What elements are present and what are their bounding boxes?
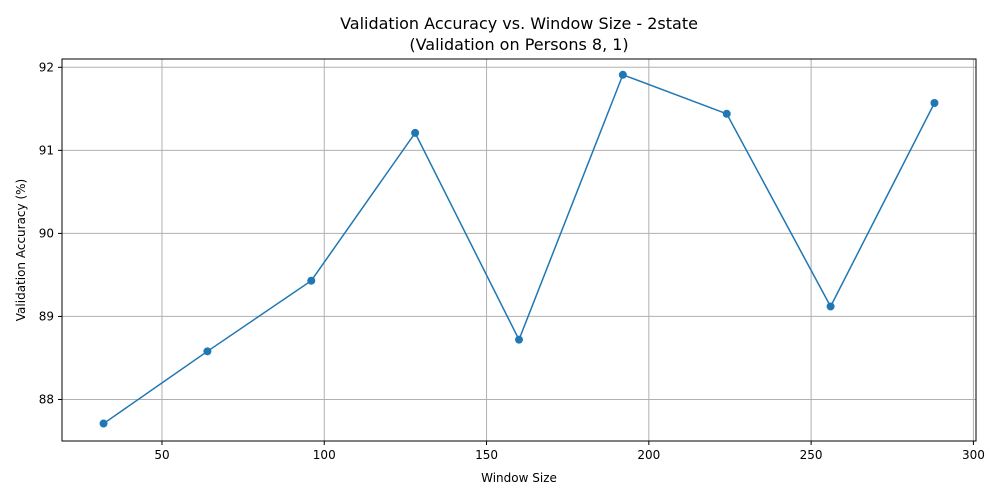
x-tick-label: 300 — [962, 448, 985, 462]
data-point — [826, 302, 835, 311]
chart-subtitle: (Validation on Persons 8, 1) — [409, 35, 628, 54]
x-tick-label: 150 — [475, 448, 498, 462]
data-point — [307, 276, 316, 285]
x-tick-label: 100 — [313, 448, 336, 462]
series-line — [103, 73, 936, 425]
data-point — [411, 128, 420, 137]
y-tick-label: 91 — [39, 143, 54, 157]
data-point — [203, 347, 212, 356]
chart-title: Validation Accuracy vs. Window Size - 2s… — [340, 14, 698, 33]
data-point — [515, 335, 523, 344]
ticks-layer: 50 100 150 200 250 300 88 89 90 91 92 — [39, 60, 985, 462]
grid-layer — [62, 59, 976, 441]
y-tick-label: 90 — [39, 226, 54, 240]
x-tick-label: 250 — [800, 448, 823, 462]
x-tick-label: 200 — [637, 448, 660, 462]
data-point — [930, 99, 939, 108]
y-axis-label: Validation Accuracy (%) — [14, 179, 28, 321]
series-layer — [99, 70, 939, 428]
y-tick-label: 88 — [39, 392, 54, 406]
data-point — [99, 419, 108, 428]
x-axis-label: Window Size — [481, 471, 557, 485]
plot-frame — [61, 58, 977, 442]
y-tick-label: 92 — [39, 60, 54, 74]
x-tick-label: 50 — [154, 448, 169, 462]
data-point — [618, 70, 627, 79]
data-point — [722, 109, 731, 118]
y-tick-label: 89 — [39, 309, 54, 323]
